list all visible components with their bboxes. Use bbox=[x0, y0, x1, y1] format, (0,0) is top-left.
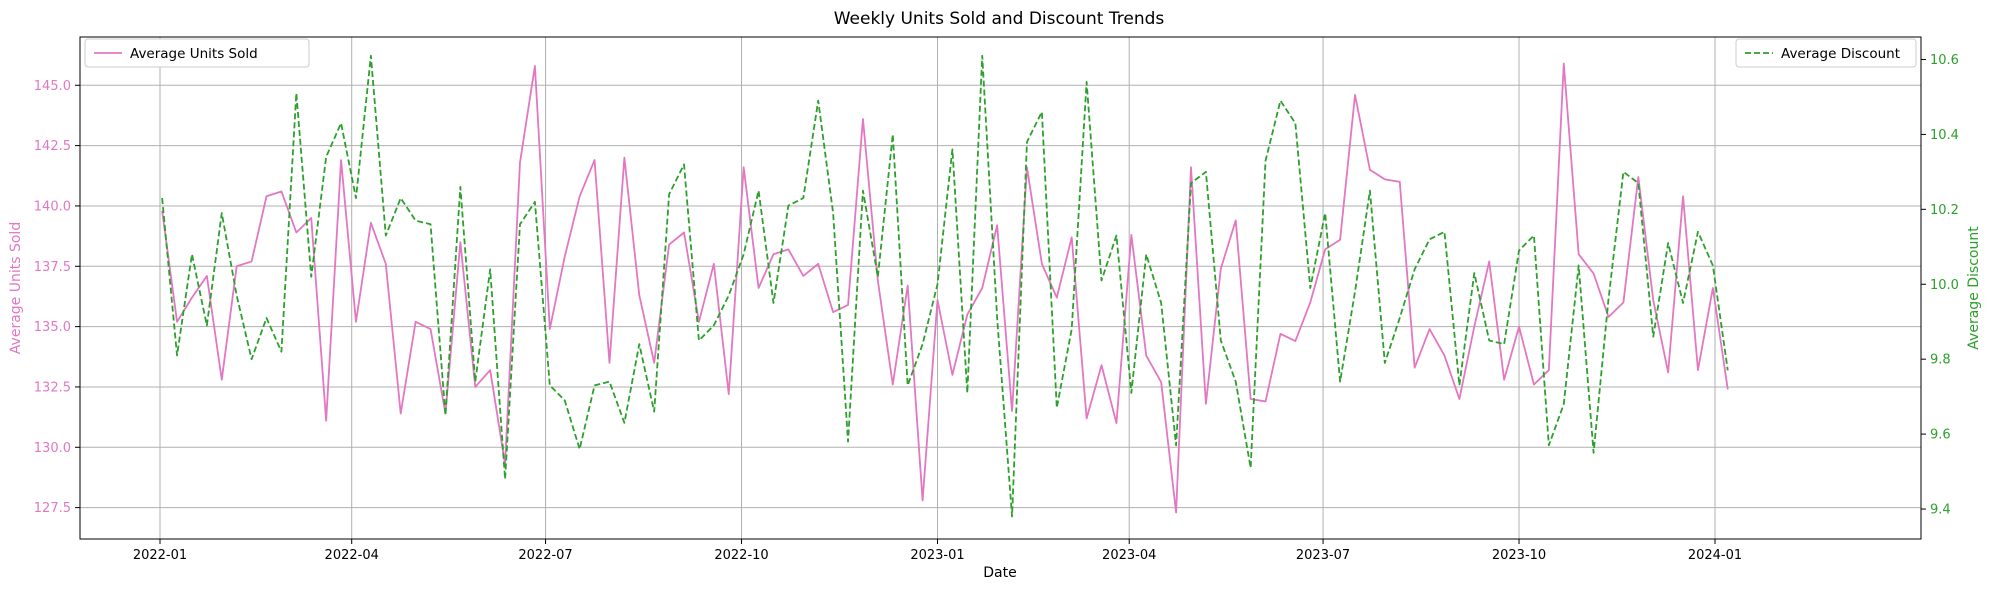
y-left-tick-label: 140.0 bbox=[34, 199, 71, 214]
legend-units: Average Units Sold bbox=[84, 38, 310, 68]
y-left-tick-label: 127.5 bbox=[34, 501, 71, 516]
y-right-tick-label: 9.6 bbox=[1930, 428, 1951, 443]
y-right-tick-label: 9.8 bbox=[1930, 353, 1951, 368]
y-left-tick-label: 135.0 bbox=[34, 320, 71, 335]
y-left-tick-label: 132.5 bbox=[34, 380, 71, 395]
legend-discount: Average Discount bbox=[1735, 38, 1917, 68]
x-tick-label: 2022-01 bbox=[133, 548, 187, 563]
y-axis-right-title: Average Discount bbox=[1966, 226, 1982, 350]
x-tick-label: 2022-07 bbox=[518, 548, 572, 563]
x-tick-label: 2022-04 bbox=[325, 548, 379, 563]
series-line-units-sold bbox=[161, 62, 1729, 514]
chart-title: Weekly Units Sold and Discount Trends bbox=[834, 9, 1165, 29]
y-right-tick-label: 10.2 bbox=[1930, 203, 1959, 218]
x-tick-label: 2023-04 bbox=[1102, 548, 1156, 563]
x-tick-label: 2023-07 bbox=[1296, 548, 1350, 563]
series-line-discount bbox=[161, 54, 1729, 518]
x-tick-label: 2024-01 bbox=[1688, 548, 1742, 563]
y-right-tick-label: 9.4 bbox=[1930, 503, 1951, 518]
legend-units-label: Average Units Sold bbox=[130, 46, 258, 62]
x-tick-label: 2023-01 bbox=[910, 548, 964, 563]
legend-discount-label: Average Discount bbox=[1781, 46, 1900, 62]
series-layer bbox=[161, 54, 1729, 518]
plot-frame bbox=[79, 36, 1922, 540]
x-axis-title: Date bbox=[983, 565, 1016, 581]
axes-layer: 2022-01 2022-04 2022-07 2022-10 2023-01 2023-… bbox=[34, 53, 1959, 563]
y-right-tick-label: 10.6 bbox=[1930, 53, 1959, 68]
y-left-tick-label: 142.5 bbox=[34, 139, 71, 154]
legend-discount-frame bbox=[1735, 38, 1917, 68]
y-right-tick-label: 10.4 bbox=[1930, 128, 1959, 143]
x-tick-label: 2022-10 bbox=[714, 548, 768, 563]
y-left-tick-label: 145.0 bbox=[34, 79, 71, 94]
y-right-tick-label: 10.0 bbox=[1930, 278, 1959, 293]
x-tick-label: 2023-10 bbox=[1492, 548, 1546, 563]
y-axis-left-title: Average Units Sold bbox=[8, 222, 24, 354]
y-left-tick-label: 130.0 bbox=[34, 441, 71, 456]
legend-units-frame bbox=[84, 38, 310, 68]
y-left-tick-label: 137.5 bbox=[34, 260, 71, 275]
